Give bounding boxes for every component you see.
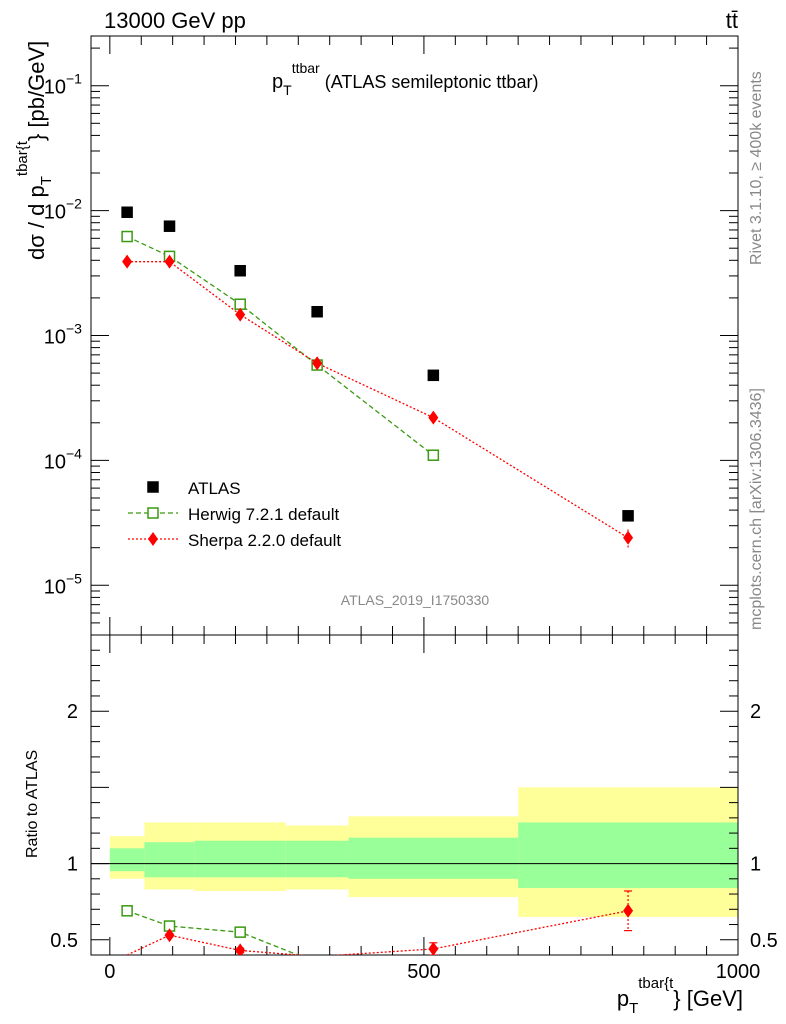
legend-sherpa-marker bbox=[148, 532, 158, 546]
series-layer bbox=[121, 206, 634, 955]
x-label-sup: tbar{t bbox=[638, 975, 674, 992]
mcplots-label: mcplots.cern.ch [arXiv:1306.3436] bbox=[748, 388, 765, 630]
sherpa-point bbox=[164, 254, 175, 269]
plot-title-sup: ttbar bbox=[292, 60, 320, 76]
sherpa-point bbox=[428, 410, 439, 425]
uncertainty-bands bbox=[109, 787, 738, 917]
y-tick-label: 10 bbox=[44, 202, 66, 224]
herwig-line bbox=[126, 235, 434, 456]
y-tick-label-exp: −4 bbox=[66, 445, 82, 461]
y-tick-label-exp: −5 bbox=[66, 570, 82, 586]
sherpa-ratio-point bbox=[428, 941, 439, 955]
plot-title: pTttbar (ATLAS semileptonic ttbar) bbox=[272, 60, 538, 98]
plot-title-main: p bbox=[272, 71, 283, 93]
y-label-sub: T bbox=[38, 176, 55, 185]
y-axis-label-ratio: Ratio to ATLAS bbox=[24, 750, 41, 858]
herwig-point bbox=[427, 449, 440, 461]
axis-ticks bbox=[91, 36, 739, 956]
x-tick-label: 1000 bbox=[716, 961, 761, 983]
band-inner bbox=[144, 842, 195, 878]
ratio-y-tick-label-right: 0.5 bbox=[750, 930, 778, 952]
atlas-point bbox=[121, 206, 133, 219]
y-tick-label-exp: −2 bbox=[66, 196, 82, 212]
band-inner bbox=[518, 822, 738, 888]
header-left: 13000 GeV pp bbox=[104, 8, 246, 33]
herwig-ratio-point bbox=[121, 905, 133, 917]
sherpa-point bbox=[312, 356, 323, 371]
x-label-rest: } [GeV] bbox=[673, 986, 743, 1011]
plot-title-sub: T bbox=[283, 82, 292, 98]
sherpa-point bbox=[122, 254, 133, 269]
sherpa-point bbox=[235, 307, 246, 322]
atlas-point bbox=[234, 264, 246, 277]
x-axis-label: pTtbar{t} [GeV] bbox=[617, 975, 743, 1017]
legend-label: ATLAS bbox=[188, 479, 241, 498]
ratio-y-tick-label: 0.5 bbox=[50, 930, 78, 952]
legend-atlas-marker bbox=[147, 481, 159, 493]
y-label-rest: } [pb/GeV] bbox=[24, 41, 49, 141]
ratio-y-tick-label: 2 bbox=[67, 701, 78, 723]
herwig-point bbox=[121, 230, 133, 243]
y-tick-label: 10 bbox=[44, 327, 66, 349]
y-tick-label-exp: −3 bbox=[66, 321, 82, 337]
ratio-y-tick-label-right: 2 bbox=[750, 701, 761, 723]
y-tick-label: 10 bbox=[44, 451, 66, 473]
x-tick-label: 0 bbox=[104, 961, 115, 983]
x-label-main: p bbox=[617, 986, 629, 1011]
sherpa-ratio-line bbox=[126, 910, 629, 955]
y-tick-label: 10 bbox=[44, 576, 66, 598]
band-inner bbox=[109, 848, 145, 872]
ratio-y-tick-label-right: 1 bbox=[750, 854, 761, 876]
x-tick-label: 500 bbox=[407, 961, 440, 983]
ratio-series bbox=[121, 890, 634, 955]
legend-label: Herwig 7.2.1 default bbox=[188, 505, 339, 524]
ratio-plot-frame bbox=[90, 634, 739, 956]
y-tick-label-exp: −1 bbox=[66, 71, 82, 87]
y-label-main: dσ / d p bbox=[24, 185, 49, 260]
atlas-point bbox=[163, 220, 176, 232]
sherpa-ratio-point bbox=[235, 943, 246, 955]
plot-title-rest: (ATLAS semileptonic ttbar) bbox=[320, 72, 539, 92]
atlas-point bbox=[311, 305, 323, 318]
band-inner bbox=[194, 840, 286, 878]
atlas-point bbox=[622, 510, 634, 522]
legend: ATLAS Herwig 7.2.1 default Sherpa 2.2.0 de… bbox=[128, 479, 341, 550]
analysis-id: ATLAS_2019_I1750330 bbox=[341, 592, 490, 608]
band-inner bbox=[348, 837, 519, 879]
band-inner bbox=[285, 840, 349, 878]
sherpa-line bbox=[127, 261, 629, 539]
sherpa-ratio-point bbox=[164, 928, 175, 943]
sherpa-point bbox=[623, 530, 634, 545]
herwig-ratio-point bbox=[234, 926, 246, 938]
header-right: tt̄ bbox=[726, 8, 738, 33]
y-label-sup: tbar{t bbox=[14, 140, 31, 176]
legend-label: Sherpa 2.2.0 default bbox=[188, 531, 341, 550]
legend-herwig-marker bbox=[147, 507, 159, 519]
ratio-y-tick-label: 1 bbox=[67, 854, 78, 876]
x-label-sub: T bbox=[629, 1000, 638, 1017]
sherpa-ratio-point bbox=[623, 903, 634, 918]
y-axis-label-main: dσ / d pTtbar{t} [pb/GeV] bbox=[14, 41, 55, 260]
y-tick-label: 10 bbox=[44, 77, 66, 99]
rivet-label: Rivet 3.1.10, ≥ 400k events bbox=[748, 71, 765, 265]
atlas-point bbox=[427, 369, 440, 382]
